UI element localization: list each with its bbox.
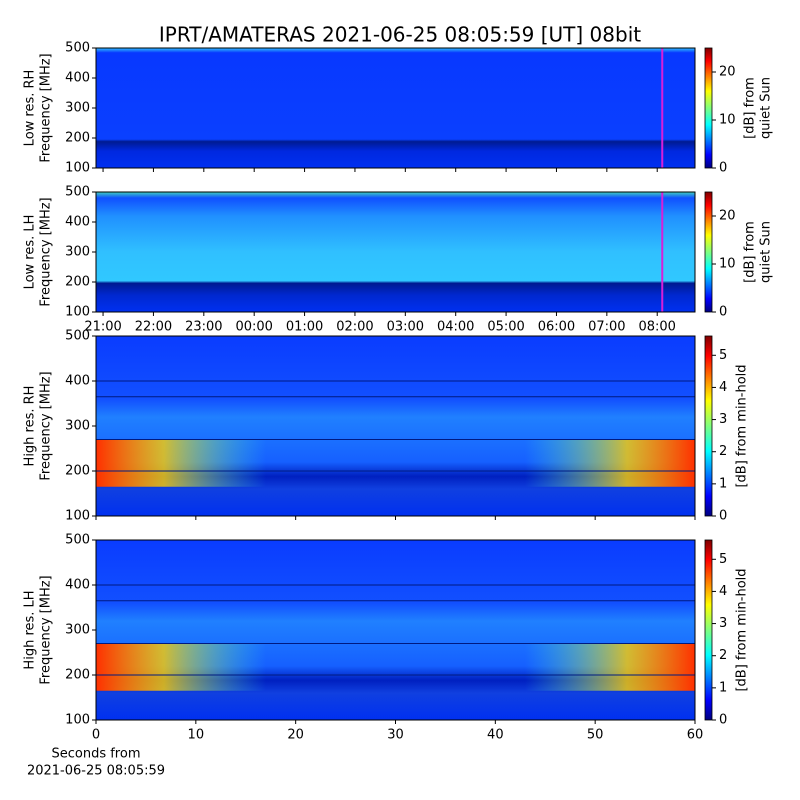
y-axis-label: Low res. LH [23,215,38,290]
x-tick-label: 03:00 [387,320,424,335]
y-axis-label: High res. RH [23,386,38,467]
y-tick-label: 300 [65,419,90,434]
x-tick-label: 01:00 [286,320,323,335]
y-tick-label: 500 [65,185,90,200]
burst-left [96,643,266,691]
x-tick-label: 50 [587,728,604,743]
x-tick-label: 40 [487,728,504,743]
colorbar-tick-label: 1 [719,476,727,491]
x-tick-label: 20 [287,728,304,743]
y-tick-label: 400 [65,71,90,86]
y-tick-label: 100 [65,713,90,728]
colorbar-label: [dB] from min-hold [735,364,750,487]
colorbar-tick-label: 5 [719,552,727,567]
y-axis-label: Low res. RH [23,70,38,147]
y-tick-label: 500 [65,533,90,548]
colorbar-tick-label: 3 [719,412,727,427]
y-tick-label: 200 [65,275,90,290]
x-tick-label: 08:00 [638,320,675,335]
burst-left [96,439,266,487]
colorbar-tick-label: 10 [719,113,736,128]
colorbar-tick-label: 10 [719,257,736,272]
y-tick-label: 100 [65,305,90,320]
x-tick-label: 02:00 [336,320,373,335]
colorbar-tick-label: 0 [719,713,727,728]
x-tick-label: 21:00 [84,320,121,335]
y-tick-label: 400 [65,215,90,230]
spectrogram [96,192,695,312]
x-tick-label: 06:00 [538,320,575,335]
x-tick-label: 00:00 [235,320,272,335]
y-tick-label: 400 [65,374,90,389]
colorbar-label: [dB] from [743,77,758,139]
y-tick-label: 300 [65,245,90,260]
y-tick-label: 100 [65,509,90,524]
colorbar-label: [dB] from min-hold [735,568,750,691]
figure-title: IPRT/AMATERAS 2021-06-25 08:05:59 [UT] 0… [159,23,641,47]
burst-right [525,439,695,487]
x-tick-label: 04:00 [437,320,474,335]
colorbar-label: [dB] from [743,221,758,283]
y-axis-label: Frequency [MHz] [39,53,54,162]
colorbar-tick-label: 0 [719,305,727,320]
y-tick-label: 100 [65,161,90,176]
colorbar-tick-label: 0 [719,161,727,176]
colorbar-tick-label: 20 [719,209,736,224]
burst-right [525,643,695,691]
y-axis-label: Frequency [MHz] [39,371,54,480]
colorbar [704,47,713,169]
x-axis-label: 2021-06-25 08:05:59 [27,764,165,779]
y-tick-label: 300 [65,623,90,638]
y-axis-label: Frequency [MHz] [39,575,54,684]
y-axis-label: High res. LH [23,590,38,669]
spectrogram [96,540,695,720]
colorbar-tick-label: 0 [719,509,727,524]
y-tick-label: 400 [65,578,90,593]
x-tick-label: 30 [387,728,404,743]
x-tick-label: 07:00 [588,320,625,335]
y-tick-label: 500 [65,329,90,344]
colorbar-tick-label: 3 [719,616,727,631]
colorbar-tick-label: 4 [719,380,727,395]
colorbar-tick-label: 2 [719,444,727,459]
x-tick-label: 60 [687,728,704,743]
y-tick-label: 200 [65,464,90,479]
x-tick-label: 10 [188,728,205,743]
x-tick-label: 22:00 [135,320,172,335]
x-tick-label: 05:00 [487,320,524,335]
colorbar-tick-label: 1 [719,680,727,695]
y-tick-label: 500 [65,41,90,56]
spectrogram [96,48,695,168]
colorbar-label: quiet Sun [759,77,774,139]
y-tick-label: 300 [65,101,90,116]
y-axis-label: Frequency [MHz] [39,197,54,306]
spectrogram [96,336,695,516]
colorbar-tick-label: 5 [719,348,727,363]
colorbar-tick-label: 2 [719,648,727,663]
x-tick-label: 23:00 [185,320,222,335]
x-tick-label: 0 [92,728,100,743]
colorbar-tick-label: 4 [719,584,727,599]
colorbar-tick-label: 20 [719,65,736,80]
colorbar [704,191,713,313]
colorbar [704,335,713,517]
colorbar [704,539,713,721]
y-tick-label: 200 [65,668,90,683]
colorbar-label: quiet Sun [759,221,774,283]
x-axis-label: Seconds from [51,747,140,762]
y-tick-label: 200 [65,131,90,146]
